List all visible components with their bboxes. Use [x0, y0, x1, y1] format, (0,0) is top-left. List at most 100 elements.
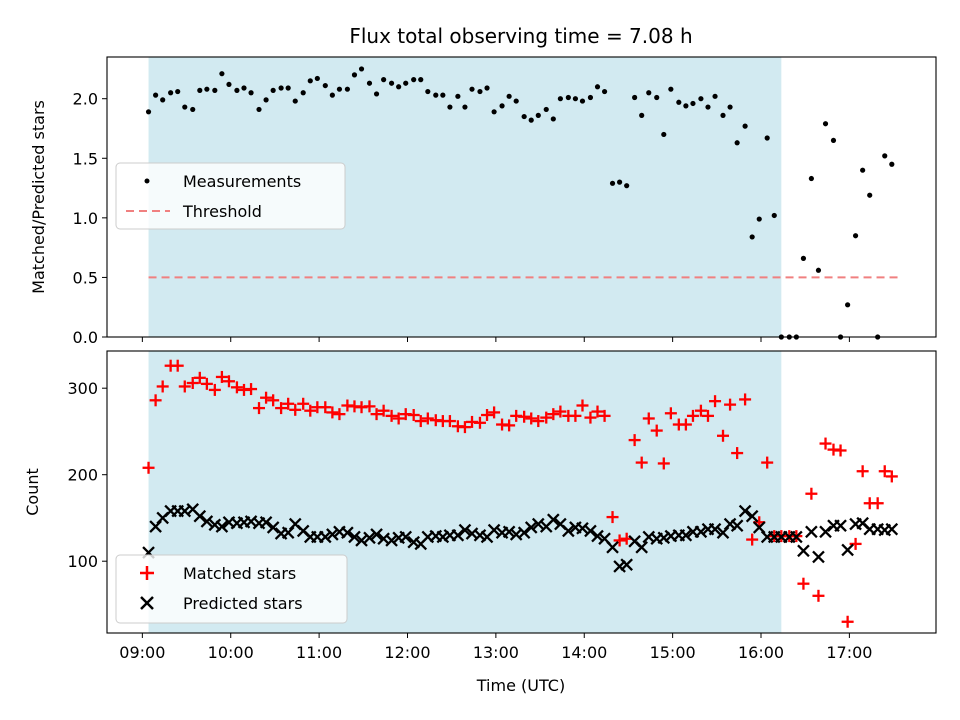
measurement-point-29: [358, 66, 365, 72]
matched-stars-point-60: [584, 411, 597, 424]
measurement-point-10: [219, 71, 225, 77]
matched-stars-point-37: [414, 415, 427, 428]
matched-stars-point-41: [443, 415, 456, 428]
measurement-point-47: [491, 109, 497, 115]
measurement-point-84: [764, 135, 770, 141]
measurement-point-38: [425, 88, 431, 95]
top-panel: 0.00.51.01.52.0 Matched/Predicted stars …: [29, 56, 937, 347]
measurement-point-13: [241, 85, 247, 91]
matched-stars-point-49: [503, 419, 516, 432]
measurement-point-23: [314, 75, 320, 82]
measurement-point-18: [278, 85, 284, 91]
measurement-point-58: [572, 96, 579, 102]
measurement-point-80: [734, 140, 740, 146]
predicted-stars-point-33: [385, 534, 398, 547]
measurement-point-44: [469, 86, 475, 92]
measurement-point-1: [153, 92, 159, 98]
matched-stars-point-81: [739, 393, 752, 406]
measurement-point-56: [557, 96, 563, 102]
measurement-point-100: [882, 153, 888, 159]
measurement-point-9: [212, 87, 218, 93]
predicted-stars-point-24: [318, 530, 332, 544]
measurement-point-65: [624, 183, 630, 189]
matched-stars-point-15: [253, 402, 266, 415]
measurement-point-61: [594, 84, 601, 90]
measurement-point-32: [381, 77, 387, 83]
measurement-point-71: [668, 86, 674, 92]
measurement-point-21: [300, 90, 306, 96]
measurement-point-73: [683, 103, 689, 109]
predicted-stars-point-77: [708, 522, 722, 536]
matched-stars-point-69: [650, 424, 663, 437]
measurement-point-76: [705, 104, 711, 110]
top-y-tick-label-0: 0.0: [73, 328, 98, 347]
predicted-stars-point-57: [562, 524, 575, 538]
measurement-point-30: [366, 80, 373, 86]
predicted-stars-point-31: [370, 528, 383, 541]
measurement-point-15: [256, 106, 262, 113]
legend-marker-matched-stars: [140, 566, 154, 580]
predicted-stars-point-55: [547, 513, 560, 526]
measurement-point-34: [396, 84, 402, 90]
matched-stars-point-32: [377, 404, 390, 417]
matched-stars-point-0: [142, 461, 155, 474]
matched-stars-point-54: [540, 411, 553, 424]
matched-stars-point-46: [481, 409, 494, 422]
measurement-point-22: [307, 78, 313, 84]
measurement-point-50: [513, 98, 519, 104]
measurement-point-93: [830, 137, 837, 144]
measurement-point-16: [263, 97, 269, 103]
predicted-stars-point-42: [451, 528, 465, 542]
measurement-point-59: [579, 98, 586, 104]
measurement-point-78: [720, 112, 726, 118]
matched-stars-point-22: [304, 404, 317, 417]
predicted-stars-point-35: [399, 530, 413, 544]
matched-stars-point-77: [709, 395, 722, 408]
matched-stars-point-4: [171, 359, 184, 372]
measurement-point-68: [646, 90, 652, 96]
matched-stars-point-9: [208, 383, 221, 396]
matched-stars-point-5: [178, 380, 191, 393]
measurement-point-85: [771, 212, 777, 219]
legend-label-predicted-stars: Predicted stars: [183, 594, 303, 613]
measurement-point-8: [204, 86, 210, 92]
matched-stars-point-78: [717, 429, 730, 442]
matched-stars-point-68: [642, 412, 655, 425]
measurement-point-37: [418, 77, 424, 83]
matched-stars-point-91: [812, 589, 825, 602]
matched-stars-point-7: [193, 371, 206, 384]
predicted-stars-point-52: [524, 521, 538, 534]
measurement-point-57: [565, 94, 571, 101]
matched-stars-point-16: [260, 391, 273, 404]
matched-stars-point-11: [222, 375, 235, 388]
measurement-point-7: [197, 87, 203, 93]
measurement-point-98: [867, 192, 873, 198]
matched-stars-point-61: [591, 405, 604, 418]
measurement-point-25: [329, 92, 335, 98]
x-tick-label-7: 16:00: [738, 643, 784, 662]
x-tick-label-5: 14:00: [561, 643, 607, 662]
measurement-point-20: [292, 98, 298, 104]
measurement-point-28: [351, 72, 358, 78]
x-tick-label-8: 17:00: [826, 643, 872, 662]
matched-stars-point-24: [319, 401, 332, 414]
measurement-point-81: [742, 123, 748, 129]
predicted-stars-point-29: [355, 534, 368, 547]
predicted-stars-point-63: [606, 541, 619, 554]
bottom-y-tick-label-0: 100: [67, 552, 98, 571]
measurement-point-91: [815, 267, 822, 273]
matched-stars-point-97: [856, 465, 869, 478]
measurement-point-0: [145, 109, 152, 115]
matched-stars-point-18: [275, 402, 288, 415]
x-tick-label-1: 10:00: [208, 643, 254, 662]
legend-label-measurements: Measurements: [183, 172, 301, 191]
predicted-stars-point-82: [745, 509, 759, 523]
measurement-point-70: [661, 131, 667, 138]
top-y-tick-label-3: 1.5: [73, 149, 98, 168]
bottom-legend-box: [115, 554, 348, 624]
measurement-point-31: [373, 91, 380, 97]
measurement-point-35: [403, 80, 409, 86]
matched-stars-point-53: [532, 415, 545, 428]
predicted-stars-point-90: [805, 525, 818, 539]
measurement-point-89: [800, 255, 807, 261]
